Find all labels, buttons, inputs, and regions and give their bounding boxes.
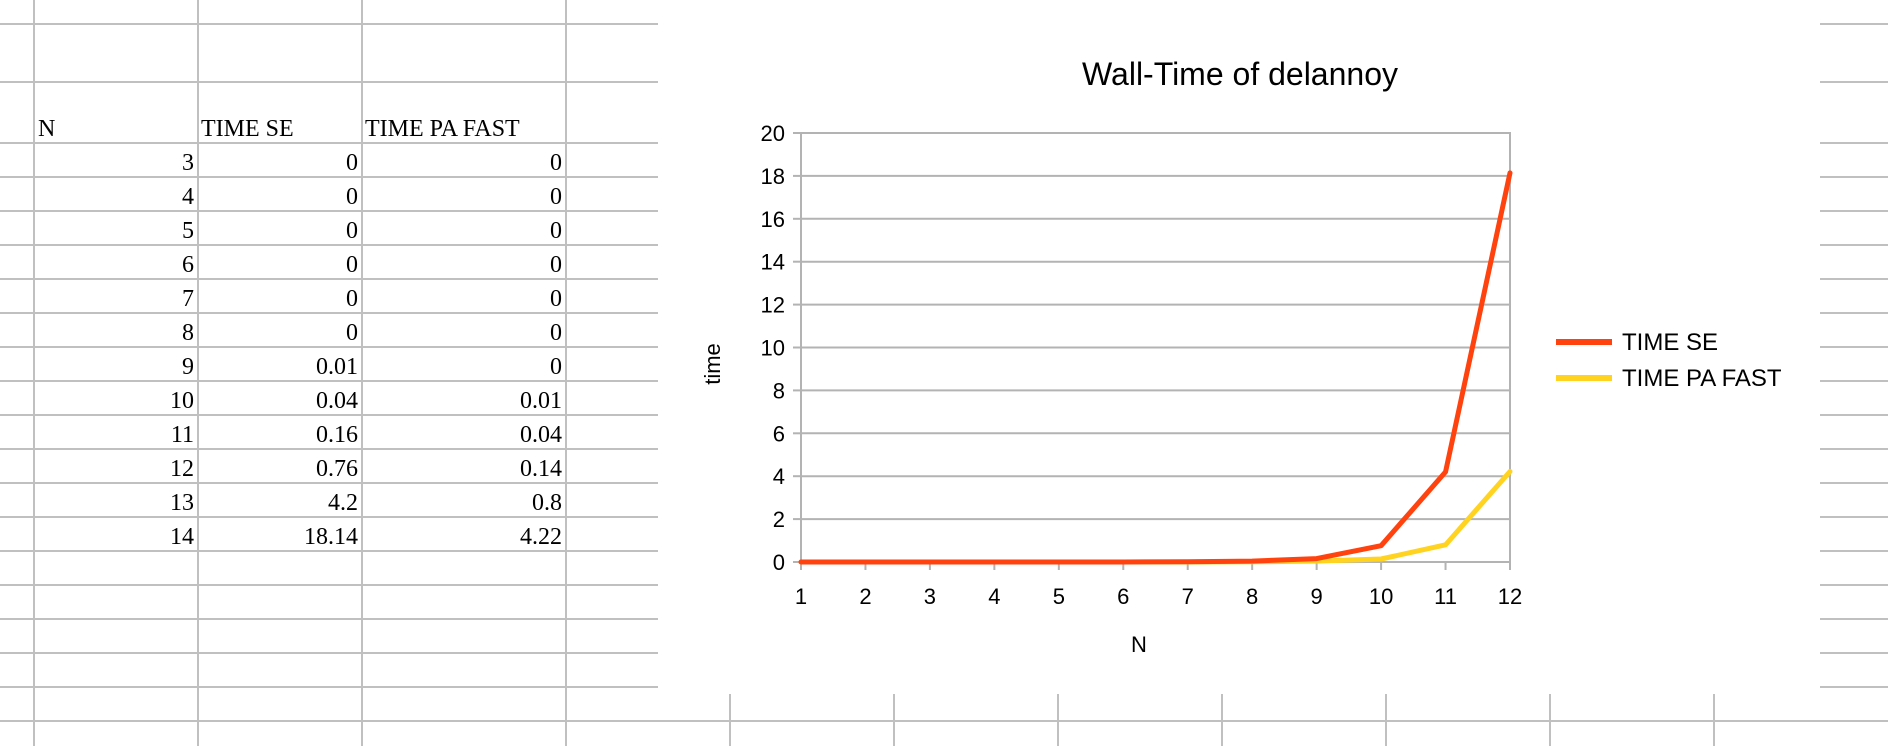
y-tick-label: 2	[773, 507, 785, 532]
table-cell[interactable]: 0	[550, 184, 562, 210]
table-cell[interactable]: 9	[182, 354, 194, 380]
x-tick-label: 6	[1117, 584, 1129, 609]
y-tick-label: 20	[761, 121, 785, 146]
table-cell[interactable]: 11	[171, 422, 194, 448]
x-tick-label: 11	[1434, 584, 1457, 609]
table-cell[interactable]: 0	[550, 354, 562, 380]
y-tick-label: 10	[761, 336, 785, 361]
table-cell[interactable]: 0.04	[316, 388, 358, 414]
y-axis-ticks: 0 2 4 6 8 10 12 14 16 18 20	[761, 121, 801, 575]
table-cell[interactable]: 12	[170, 456, 194, 482]
legend-item[interactable]: TIME PA FAST	[1556, 365, 1782, 392]
y-tick-label: 18	[761, 164, 785, 189]
table-cell[interactable]: 14	[170, 524, 194, 550]
x-tick-label: 1	[795, 584, 807, 609]
chart-title: Wall-Time of delannoy	[1082, 56, 1398, 92]
table-cell[interactable]: 4.22	[520, 524, 562, 550]
table-cell[interactable]: 0	[346, 252, 358, 278]
chart: Wall-Time of delannoy 02468101214161820 …	[700, 56, 1782, 657]
table-cell[interactable]: 0	[550, 286, 562, 312]
table-cell[interactable]: 10	[170, 388, 194, 414]
y-tick-label: 14	[761, 250, 785, 275]
table-cell[interactable]: 0	[346, 320, 358, 346]
table-cell[interactable]: 6	[182, 252, 194, 278]
y-tick-label: 8	[773, 378, 785, 403]
header-time-se[interactable]: TIME SE	[201, 116, 294, 142]
table-cell[interactable]: 0.76	[316, 456, 358, 482]
x-tick-label: 10	[1369, 584, 1393, 609]
table-rows: 3 0 0 4 0 0 5 0 0 6 0 0 7 0 0 8 0 0 9 0.01 0 10 0.04 0.01 11 0.16…	[170, 150, 562, 550]
x-tick-label: 9	[1311, 584, 1323, 609]
legend-label: TIME SE	[1622, 329, 1718, 356]
table-cell[interactable]: 0.01	[316, 354, 358, 380]
series-lines	[798, 170, 1513, 565]
x-axis-ticks: 1 2 3 4 5 6 7 8 9 10 11 12	[795, 562, 1522, 609]
x-axis-title: N	[1131, 632, 1147, 657]
table-cell[interactable]: 0.01	[520, 388, 562, 414]
table-cell[interactable]: 0	[346, 150, 358, 176]
data-table: N TIME SE TIME PA FAST 3 0 0 4 0 0 5 0 0 6 0 0 7 0 0 8 0…	[38, 116, 562, 550]
y-tick-label: 6	[773, 421, 785, 446]
header-n[interactable]: N	[38, 116, 55, 142]
table-cell[interactable]: 0	[346, 184, 358, 210]
chart-legend: TIME SE TIME PA FAST	[1556, 329, 1782, 392]
table-cell[interactable]: 0	[346, 286, 358, 312]
table-cell[interactable]: 0	[550, 320, 562, 346]
table-cell[interactable]: 4	[182, 184, 194, 210]
x-tick-label: 4	[988, 584, 1000, 609]
table-cell[interactable]: 0.16	[316, 422, 358, 448]
y-tick-label: 0	[773, 550, 785, 575]
table-cell[interactable]: 0	[550, 150, 562, 176]
table-cell[interactable]: 13	[170, 490, 194, 516]
table-cell[interactable]: 0.14	[520, 456, 562, 482]
series-line-time-se[interactable]	[798, 170, 1513, 565]
y-axis-title: time	[700, 343, 725, 385]
x-tick-label: 7	[1182, 584, 1194, 609]
table-cell[interactable]: 0.8	[532, 490, 562, 516]
y-tick-label: 4	[773, 464, 785, 489]
x-tick-label: 12	[1498, 584, 1522, 609]
table-cell[interactable]: 0.04	[520, 422, 562, 448]
legend-item[interactable]: TIME SE	[1556, 329, 1718, 356]
x-tick-label: 3	[924, 584, 936, 609]
table-cell[interactable]: 8	[182, 320, 194, 346]
table-cell[interactable]: 7	[182, 286, 194, 312]
x-tick-label: 2	[859, 584, 871, 609]
table-cell[interactable]: 18.14	[304, 524, 358, 550]
table-cell[interactable]: 4.2	[328, 490, 358, 516]
table-cell[interactable]: 0	[550, 252, 562, 278]
legend-label: TIME PA FAST	[1622, 365, 1782, 392]
header-time-pa-fast[interactable]: TIME PA FAST	[365, 116, 520, 142]
y-tick-label: 16	[761, 207, 785, 232]
x-tick-label: 8	[1246, 584, 1258, 609]
x-tick-label: 5	[1053, 584, 1065, 609]
table-cell[interactable]: 5	[182, 218, 194, 244]
table-cell[interactable]: 3	[182, 150, 194, 176]
y-tick-label: 12	[761, 293, 785, 318]
table-cell[interactable]: 0	[346, 218, 358, 244]
table-cell[interactable]: 0	[550, 218, 562, 244]
